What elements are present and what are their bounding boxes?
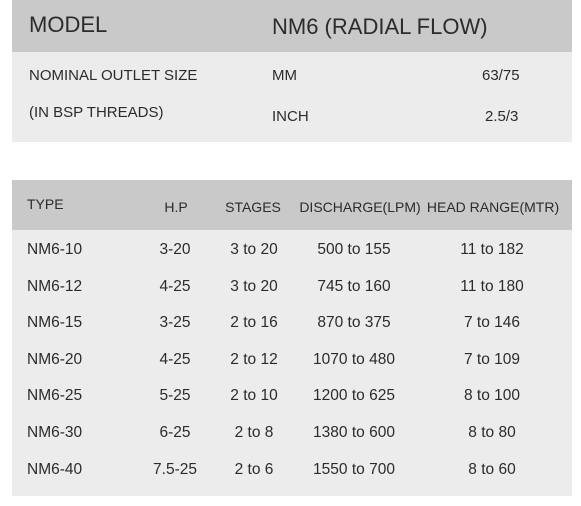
header-head-range: HEAD RANGE(MTR) — [426, 199, 560, 215]
cell-stages: 2 to 16 — [230, 314, 278, 332]
cell-stages: 3 to 20 — [230, 241, 278, 258]
cell-head-range: 8 to 100 — [463, 387, 521, 405]
bsp-threads-label: (IN BSP THREADS) — [29, 104, 164, 121]
outlet-size-unit: MM — [272, 67, 297, 84]
header-type: TYPE — [27, 196, 64, 212]
cell-type: NM6-25 — [27, 387, 83, 405]
cell-hp: 3-25 — [159, 314, 191, 332]
header-discharge: DISCHARGE(LPM) — [299, 199, 421, 215]
cell-hp: 3-20 — [159, 241, 191, 258]
cell-stages: 2 to 12 — [230, 350, 278, 368]
cell-head-range: 8 to 80 — [468, 424, 516, 441]
cell-discharge: 1200 to 625 — [313, 387, 395, 405]
cell-type: NM6-12 — [27, 277, 83, 295]
cell-type: NM6-30 — [27, 424, 83, 441]
cell-discharge: 1550 to 700 — [313, 460, 395, 478]
cell-stages: 2 to 6 — [234, 460, 274, 478]
outlet-size-value: 63/75 — [482, 67, 520, 84]
cell-discharge: 1380 to 600 — [313, 424, 395, 441]
pump-type-table: TYPE H.P STAGES DISCHARGE(LPM) HEAD RANG… — [12, 180, 572, 496]
header-hp: H.P — [164, 199, 188, 215]
cell-head-range: 11 to 180 — [460, 277, 524, 295]
cell-stages: 3 to 20 — [230, 277, 278, 295]
spec-table: MODEL NM6 (RADIAL FLOW) NOMINAL OUTLET S… — [12, 0, 572, 142]
cell-head-range: 11 to 182 — [460, 241, 524, 258]
cell-stages: 2 to 8 — [234, 424, 274, 441]
cell-discharge: 745 to 160 — [317, 277, 391, 295]
cell-head-range: 8 to 60 — [468, 460, 516, 478]
cell-hp: 6-25 — [159, 424, 191, 441]
outlet-size-label: NOMINAL OUTLET SIZE — [29, 67, 198, 84]
cell-discharge: 870 to 375 — [317, 314, 391, 332]
cell-head-range: 7 to 146 — [463, 314, 521, 332]
cell-discharge: 1070 to 480 — [313, 350, 395, 368]
cell-hp: 5-25 — [159, 387, 191, 405]
cell-hp: 4-25 — [159, 277, 191, 295]
model-label: MODEL — [29, 12, 108, 37]
cell-type: NM6-20 — [27, 350, 83, 368]
cell-hp: 4-25 — [159, 350, 191, 368]
cell-type: NM6-10 — [27, 241, 83, 258]
model-value: NM6 (RADIAL FLOW) — [272, 14, 488, 39]
spec-header: MODEL NM6 (RADIAL FLOW) — [12, 0, 572, 52]
cell-stages: 2 to 10 — [230, 387, 278, 405]
bsp-threads-unit: INCH — [272, 108, 309, 125]
cell-type: NM6-15 — [27, 314, 83, 332]
cell-hp: 7.5-25 — [153, 460, 197, 478]
cell-head-range: 7 to 109 — [463, 350, 521, 368]
cell-type: NM6-40 — [27, 460, 83, 478]
bsp-threads-value: 2.5/3 — [485, 108, 519, 125]
header-stages: STAGES — [225, 199, 281, 215]
cell-discharge: 500 to 155 — [317, 241, 391, 258]
table-header: TYPE H.P STAGES DISCHARGE(LPM) HEAD RANG… — [12, 180, 572, 230]
